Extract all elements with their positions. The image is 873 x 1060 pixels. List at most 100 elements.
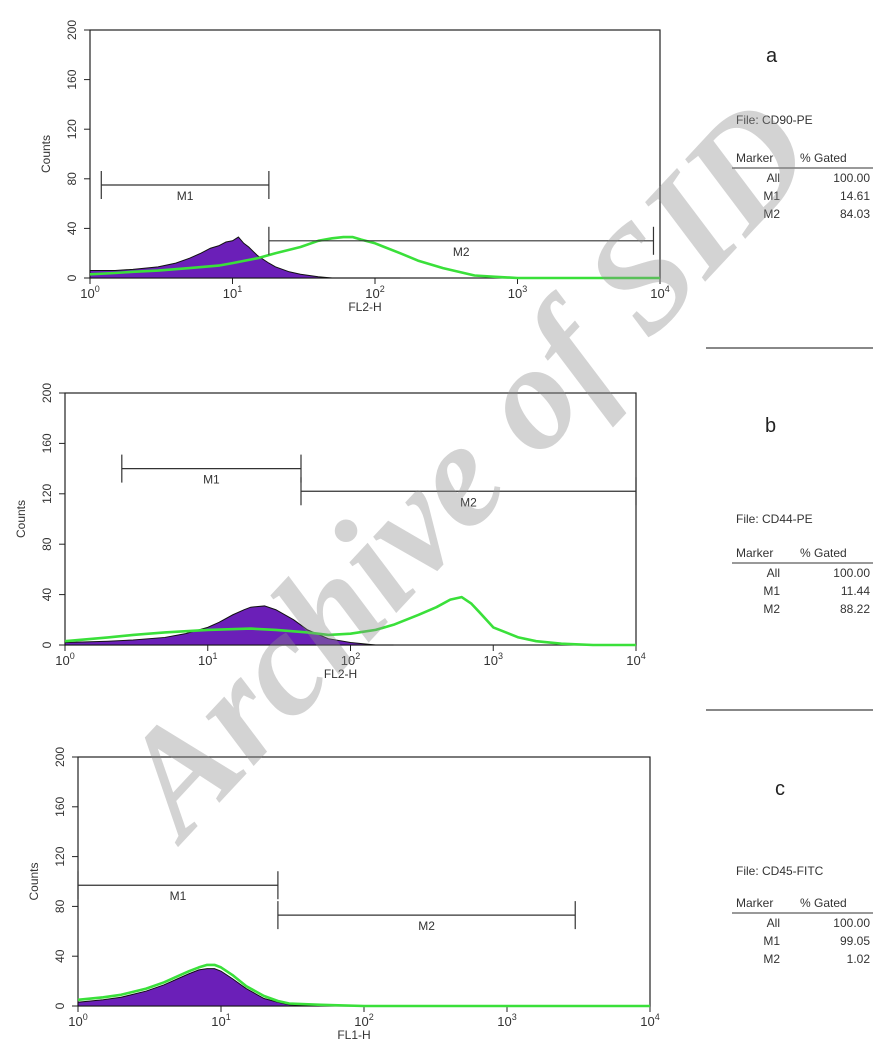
gate-label: M1 [203, 473, 220, 487]
x-tick-label: 102 [365, 284, 384, 301]
stats-header-gated: % Gated [800, 546, 847, 560]
y-tick-label: 120 [53, 846, 67, 866]
x-tick-label: 100 [55, 651, 74, 668]
stained-histogram-line [89, 235, 660, 280]
x-tick-label: 103 [497, 1012, 516, 1029]
gate-marker-m2: M2 [300, 477, 637, 509]
x-tick-exponent: 3 [498, 651, 503, 661]
x-tick-label: 102 [341, 651, 360, 668]
x-tick-exponent: 2 [380, 284, 385, 294]
y-tick-label: 160 [53, 796, 67, 816]
x-tick-label: 103 [484, 651, 503, 668]
x-tick-exponent: 4 [655, 1012, 660, 1022]
y-tick-label: 120 [65, 119, 79, 139]
plot-frame [64, 392, 637, 646]
stats-row-marker: All [767, 171, 780, 185]
x-tick-exponent: 0 [95, 284, 100, 294]
x-tick-label: 102 [354, 1012, 373, 1029]
y-tick-label: 200 [53, 747, 67, 767]
y-tick-label: 160 [65, 69, 79, 89]
x-tick-label: 104 [626, 651, 645, 668]
plot-frame [77, 756, 651, 1007]
gate-marker-m1: M1 [121, 454, 302, 487]
stats-header-marker: Marker [736, 896, 773, 910]
stats-header-gated: % Gated [800, 151, 847, 165]
x-tick-exponent: 1 [212, 651, 217, 661]
gate-label: M1 [170, 889, 187, 903]
y-tick-label: 40 [40, 588, 54, 602]
x-tick-base: 10 [497, 1014, 511, 1029]
y-tick-label: 0 [40, 641, 54, 648]
x-tick-exponent: 3 [512, 1012, 517, 1022]
x-tick-label: 100 [80, 284, 99, 301]
x-axis-label: FL2-H [324, 667, 357, 681]
stats-header-marker: Marker [736, 546, 773, 560]
stained-histogram-line [77, 963, 650, 1008]
y-tick-label: 160 [40, 433, 54, 453]
file-name: File: CD44-PE [736, 512, 813, 526]
x-tick-base: 10 [365, 286, 379, 301]
x-tick-base: 10 [341, 653, 355, 668]
y-tick-label: 200 [40, 383, 54, 403]
x-tick-base: 10 [626, 653, 640, 668]
stats-row-gated: 1.02 [847, 952, 871, 966]
x-tick-label: 101 [223, 284, 242, 301]
stats-row-marker: M1 [763, 189, 780, 203]
x-tick-label: 101 [211, 1012, 230, 1029]
x-tick-base: 10 [508, 286, 522, 301]
x-tick-base: 10 [650, 286, 664, 301]
file-name: File: CD45-FITC [736, 864, 824, 878]
y-axis-label: Counts [14, 500, 28, 538]
x-tick-exponent: 4 [641, 651, 646, 661]
gate-label: M2 [418, 919, 435, 933]
stats-row-gated: 100.00 [833, 916, 870, 930]
x-tick-exponent: 4 [665, 284, 670, 294]
gate-marker-m1: M1 [77, 871, 279, 903]
x-axis-label: FL1-H [337, 1028, 370, 1042]
gate-label: M1 [177, 189, 194, 203]
stats-row-gated: 84.03 [840, 207, 870, 221]
x-tick-exponent: 3 [522, 284, 527, 294]
y-tick-label: 80 [53, 899, 67, 913]
gate-marker-m2: M2 [277, 901, 576, 933]
x-tick-base: 10 [55, 653, 69, 668]
y-tick-label: 200 [65, 20, 79, 40]
gate-label: M2 [460, 495, 477, 509]
panel-letter: b [765, 415, 776, 437]
x-tick-base: 10 [80, 286, 94, 301]
x-axis-label: FL2-H [348, 300, 381, 314]
gate-marker-m1: M1 [100, 171, 270, 203]
stats-row-gated: 11.44 [841, 584, 870, 598]
stats-row-marker: All [767, 566, 780, 580]
stained-histogram-line [64, 595, 636, 647]
stats-row-marker: M2 [763, 952, 780, 966]
y-tick-label: 40 [53, 949, 67, 963]
x-tick-base: 10 [484, 653, 498, 668]
y-axis-label: Counts [39, 135, 53, 173]
y-tick-label: 120 [40, 483, 54, 503]
x-tick-exponent: 2 [355, 651, 360, 661]
stats-row-gated: 88.22 [840, 602, 870, 616]
gate-marker-m2: M2 [268, 226, 655, 259]
stats-row-marker: M2 [763, 207, 780, 221]
x-tick-label: 101 [198, 651, 217, 668]
x-tick-base: 10 [68, 1014, 82, 1029]
stats-header-marker: Marker [736, 151, 773, 165]
x-tick-base: 10 [354, 1014, 368, 1029]
stats-row-marker: M2 [763, 602, 780, 616]
stats-row-marker: All [767, 916, 780, 930]
x-tick-base: 10 [223, 286, 237, 301]
file-name: File: CD90-PE [736, 113, 813, 127]
stats-row-marker: M1 [763, 584, 780, 598]
x-tick-exponent: 1 [237, 284, 242, 294]
panel-letter: c [775, 778, 785, 800]
x-tick-base: 10 [640, 1014, 654, 1029]
panel-letter: a [766, 45, 778, 67]
x-tick-label: 104 [640, 1012, 659, 1029]
y-tick-label: 40 [65, 221, 79, 235]
x-tick-base: 10 [198, 653, 212, 668]
x-tick-label: 103 [508, 284, 527, 301]
